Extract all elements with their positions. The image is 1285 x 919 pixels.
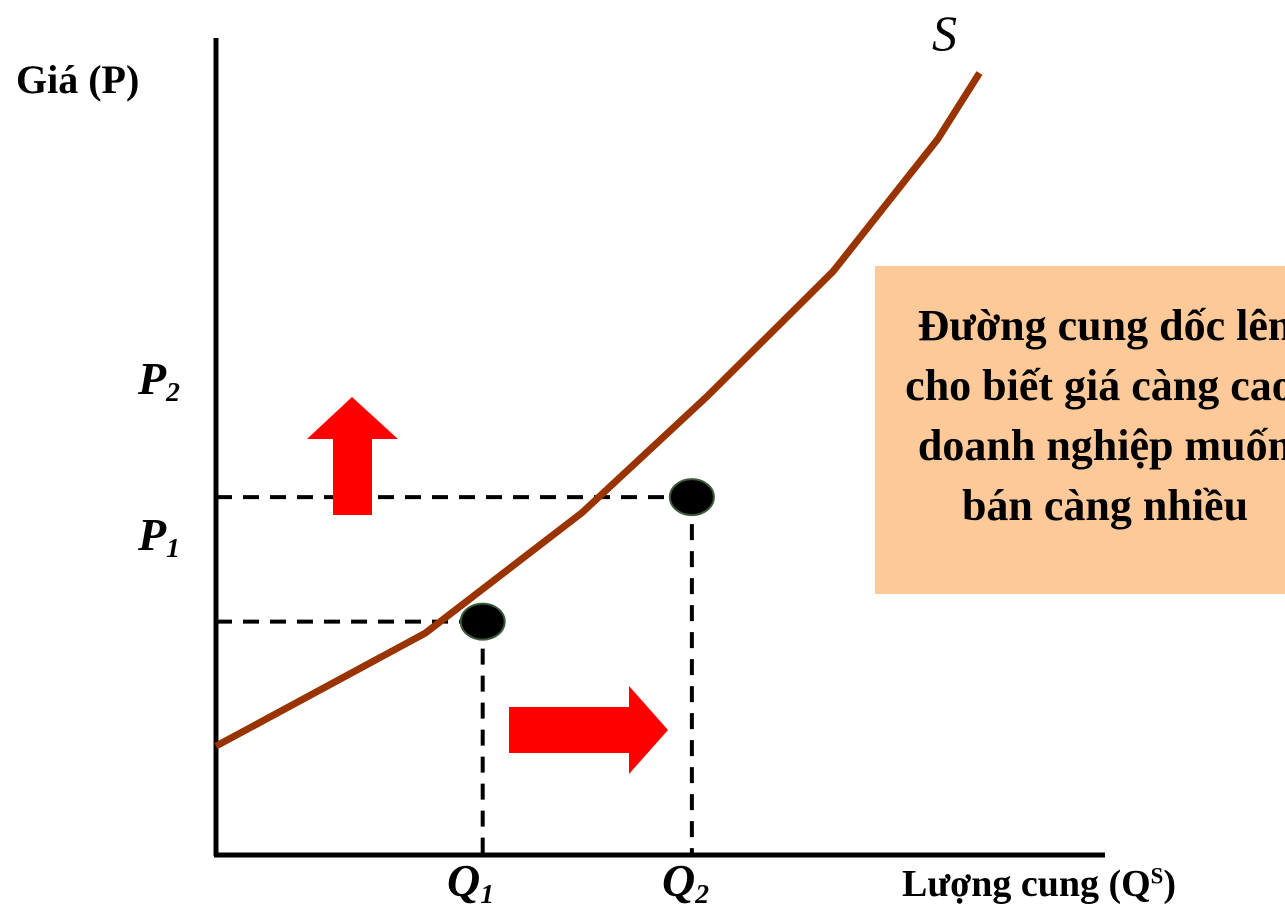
annotation-line: cho biết giá càng cao, — [905, 361, 1285, 410]
equilibrium-points — [459, 478, 715, 641]
annotation-box: Đường cung dốc lên cho biết giá càng cao… — [875, 266, 1285, 594]
tick-label-p2: P2 — [138, 353, 180, 407]
guide-lines — [216, 495, 694, 855]
x-axis-label: Lượng cung (QS) — [902, 863, 1177, 905]
annotation-line: Đường cung dốc lên — [917, 301, 1285, 350]
supply-curve — [214, 71, 983, 750]
y-axis-label: Giá (P) — [16, 57, 140, 102]
supply-curve-label: S — [932, 5, 957, 61]
annotation-line: doanh nghiệp muốn — [917, 421, 1285, 470]
quantity-increase-arrow — [509, 686, 668, 774]
tick-label-q1: Q1 — [447, 855, 495, 909]
tick-label-p1: P1 — [138, 509, 180, 563]
tick-label-q2: Q2 — [662, 855, 710, 909]
point-1 — [459, 602, 506, 641]
annotation-line: bán càng nhiều — [961, 481, 1249, 530]
price-increase-arrow — [307, 397, 398, 515]
point-2 — [668, 478, 715, 517]
